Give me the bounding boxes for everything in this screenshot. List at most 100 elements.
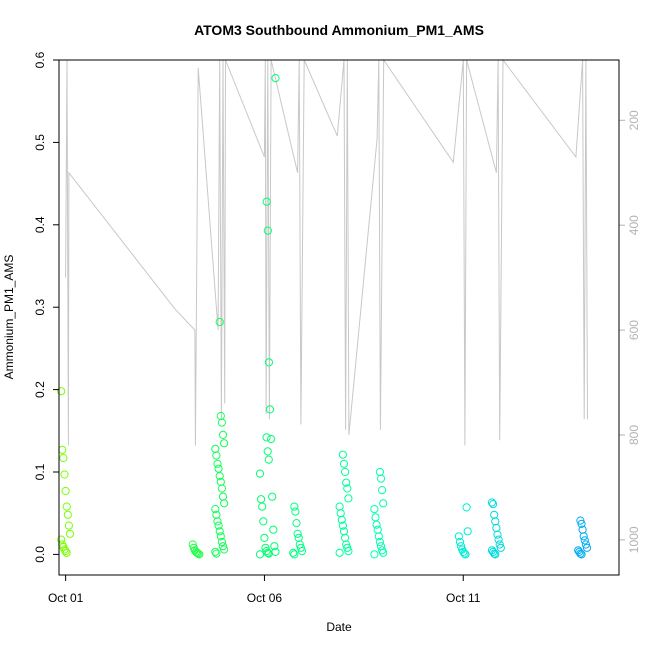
data-point: [291, 507, 300, 516]
data-point: [490, 510, 499, 519]
chart-title: ATOM3 Southbound Ammonium_PM1_AMS: [194, 22, 484, 38]
data-point: [290, 550, 299, 559]
plot-frame: [58, 59, 620, 576]
data-point: [271, 547, 280, 557]
data-point: [339, 459, 349, 468]
y-tick-label: 0.2: [33, 381, 47, 398]
data-point: [214, 521, 223, 530]
data-point: [194, 549, 203, 558]
data-point: [258, 502, 267, 511]
data-point: [193, 548, 202, 557]
data-point: [215, 472, 224, 481]
data-point: [379, 548, 388, 557]
data-point: [63, 510, 72, 519]
data-point: [65, 529, 75, 538]
data-point: [581, 540, 591, 549]
data-point: [493, 530, 502, 539]
data-point: [577, 550, 586, 559]
data-point: [378, 486, 387, 495]
data-point: [576, 549, 585, 558]
y-tick-label: 0.6: [33, 51, 47, 68]
data-point: [489, 500, 498, 509]
data-point: [489, 547, 498, 557]
x-axis-label: Date: [326, 620, 352, 634]
y-tick-label: 0.3: [33, 299, 47, 316]
data-point: [263, 548, 272, 557]
data-point: [262, 433, 271, 442]
data-point: [379, 499, 388, 508]
data-point: [338, 521, 347, 530]
data-point: [57, 387, 66, 396]
axes-layer: 0.0 0.1 0.2 0.3 0.4 0.5 0.6 Oct 01 Oct 06 Oct 11 2…: [33, 51, 641, 605]
data-point: [335, 502, 344, 511]
data-point: [195, 550, 204, 559]
data-point: [268, 492, 277, 501]
data-point: [212, 451, 221, 460]
data-point: [457, 542, 466, 551]
data-point: [580, 536, 589, 545]
data-point: [341, 467, 350, 477]
data-point: [577, 519, 586, 529]
data-point: [218, 430, 228, 439]
data-point: [255, 469, 265, 478]
right-tick-label: 400: [627, 215, 641, 235]
data-point: [217, 537, 226, 547]
data-point: [271, 74, 280, 83]
data-point: [188, 540, 197, 549]
data-point: [343, 484, 352, 493]
data-point: [338, 450, 347, 459]
data-point: [214, 464, 223, 473]
data-point: [576, 516, 585, 525]
data-point: [487, 498, 497, 507]
data-point: [264, 455, 273, 464]
data-point: [216, 532, 225, 541]
data-point: [496, 543, 505, 552]
data-point: [211, 547, 220, 557]
data-point: [491, 550, 500, 559]
data-point: [61, 486, 70, 496]
y-tick-label: 0.0: [33, 546, 47, 563]
data-point: [215, 527, 224, 536]
data-point: [60, 470, 69, 479]
data-point: [262, 547, 271, 556]
data-point: [62, 548, 71, 557]
data-point: [454, 532, 463, 541]
right-tick-label: 1000: [627, 526, 641, 553]
data-point: [491, 517, 500, 526]
data-point: [462, 503, 471, 512]
x-tick-label: Oct 01: [48, 591, 84, 605]
data-point: [371, 513, 380, 522]
data-point: [455, 537, 465, 547]
data-point: [267, 434, 276, 444]
data-point: [220, 545, 229, 554]
right-tick-label: 200: [627, 110, 641, 130]
data-point: [289, 548, 298, 557]
data-point: [494, 535, 503, 544]
data-point: [215, 317, 224, 327]
data-point: [293, 529, 302, 538]
data-point: [463, 527, 472, 536]
data-point: [335, 548, 344, 557]
data-point: [264, 358, 273, 367]
data-point: [220, 499, 229, 508]
data-point: [296, 543, 305, 552]
data-point: [262, 197, 271, 206]
right-tick-label: 800: [627, 425, 641, 445]
data-point: [220, 439, 229, 448]
data-point: [269, 525, 278, 534]
data-point: [57, 535, 66, 544]
data-point: [375, 537, 384, 547]
right-tick-label: 600: [627, 320, 641, 340]
data-point: [61, 547, 70, 556]
data-point: [343, 543, 352, 552]
data-point: [341, 533, 350, 543]
y-tick-label: 0.1: [33, 463, 47, 480]
altitude-profile-layer: [65, 58, 588, 446]
data-point: [344, 494, 353, 503]
data-point: [265, 405, 275, 414]
data-point: [575, 547, 584, 557]
data-point: [213, 517, 222, 526]
data-point: [218, 542, 228, 551]
data-point: [58, 445, 67, 454]
